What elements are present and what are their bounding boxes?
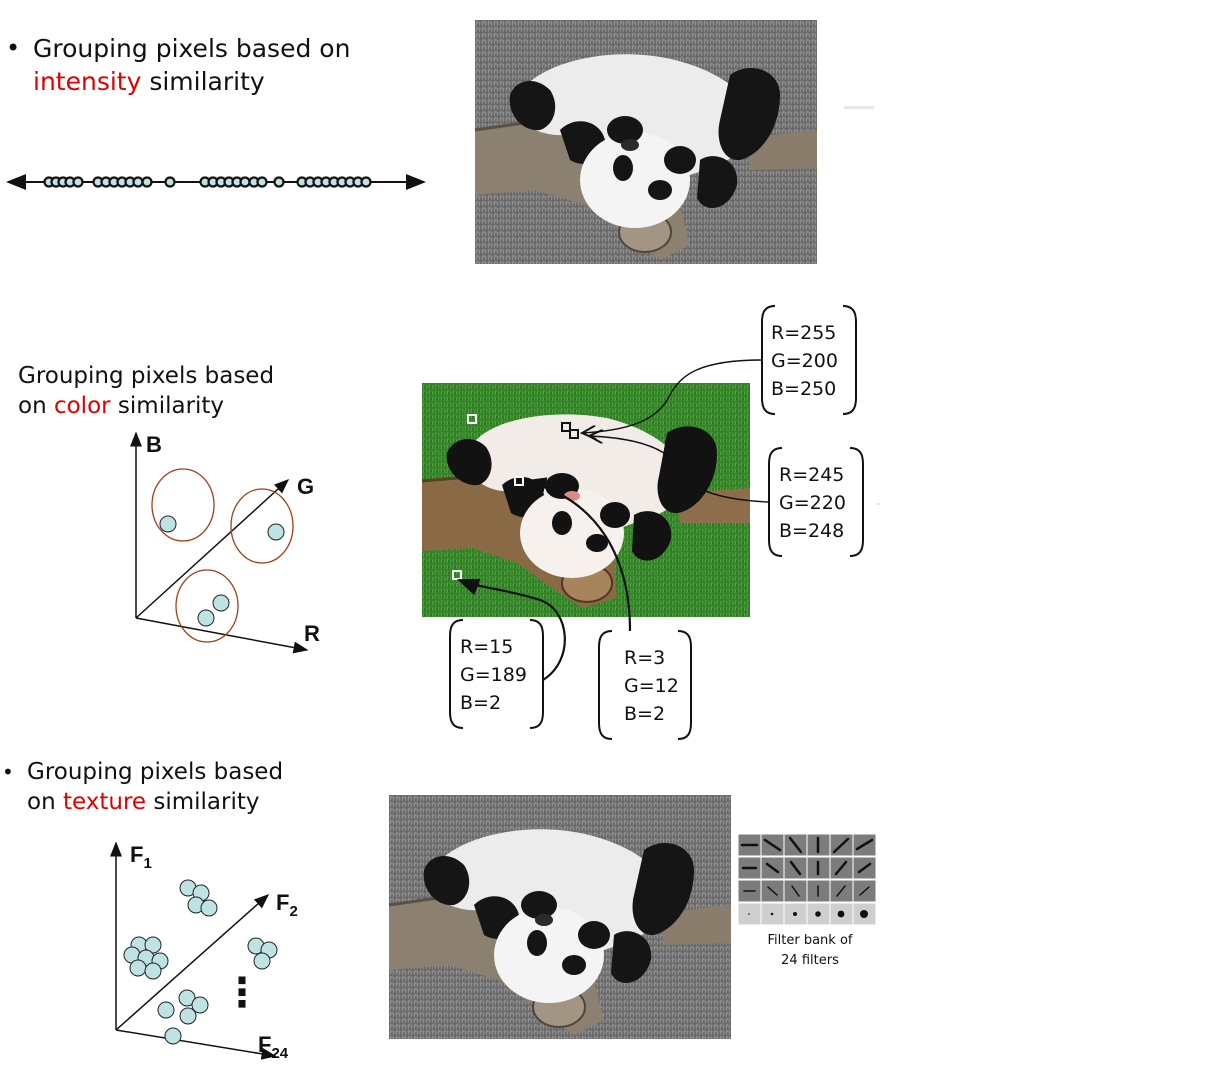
color-heading-line1: Grouping pixels based <box>18 363 275 389</box>
filter-bank <box>737 833 878 926</box>
callout-4-r: R=3 <box>624 647 666 669</box>
callout-3-b: B=2 <box>460 692 502 714</box>
grayscale-panda-image-2 <box>387 793 733 1041</box>
intensity-heading-line2: intensity similarity <box>33 67 265 96</box>
filter-bank-caption-line1: Filter bank of <box>767 933 853 948</box>
callout-1-r: R=255 <box>771 322 837 344</box>
filter-bank-caption: Filter bank of 24 filters <box>740 931 880 971</box>
callout-3-r: R=15 <box>460 636 514 658</box>
axis-label-f1: F1 <box>130 842 152 872</box>
callout-4: R=3 G=12 B=2 <box>624 644 679 728</box>
callout-1-b: B=250 <box>771 378 837 400</box>
axis-label-f24: F24 <box>258 1032 289 1062</box>
intensity-points <box>43 176 372 188</box>
texture-keyword: texture <box>62 789 147 815</box>
callout-3-g: G=189 <box>460 664 527 686</box>
intensity-heading-line1: Grouping pixels based on <box>33 34 351 63</box>
rgb-3d-axes <box>130 431 309 654</box>
texture-bullet: • <box>2 760 14 784</box>
callout-4-g: G=12 <box>624 675 679 697</box>
callout-3: R=15 G=189 B=2 <box>460 633 527 717</box>
callout-2-r: R=245 <box>779 464 845 486</box>
callout-2-g: G=220 <box>779 492 846 514</box>
callout-2: R=245 G=220 B=248 <box>779 461 846 545</box>
texture-clusters <box>123 879 278 1045</box>
ellipsis-dots: ⋮ <box>222 970 262 1016</box>
color-heading-line2: on color similarity <box>18 393 225 419</box>
texture-heading-line1: Grouping pixels based <box>27 759 284 785</box>
small-mark-2 <box>876 503 880 505</box>
color-panda-image <box>421 383 750 617</box>
texture-heading-line2: on texture similarity <box>27 789 260 815</box>
texture-3d-axes <box>110 841 277 1060</box>
grayscale-panda-image-1 <box>473 18 819 266</box>
callout-1: R=255 G=200 B=250 <box>771 319 838 403</box>
callout-2-b: B=248 <box>779 520 845 542</box>
axis-label-b: B <box>146 432 162 457</box>
axis-label-g: G <box>297 474 314 499</box>
callout-1-g: G=200 <box>771 350 838 372</box>
intensity-bullet: • <box>6 34 21 62</box>
color-clusters <box>151 468 294 643</box>
intensity-keyword: intensity <box>33 67 142 96</box>
axis-label-f2: F2 <box>276 890 298 920</box>
callout-4-b: B=2 <box>624 703 666 725</box>
intensity-rest: similarity <box>141 67 265 96</box>
filter-bank-caption-line2: 24 filters <box>781 953 839 968</box>
small-mark <box>844 106 874 109</box>
color-keyword: color <box>53 393 111 419</box>
callout-arrows <box>456 359 770 681</box>
axis-label-r: R <box>304 621 320 646</box>
